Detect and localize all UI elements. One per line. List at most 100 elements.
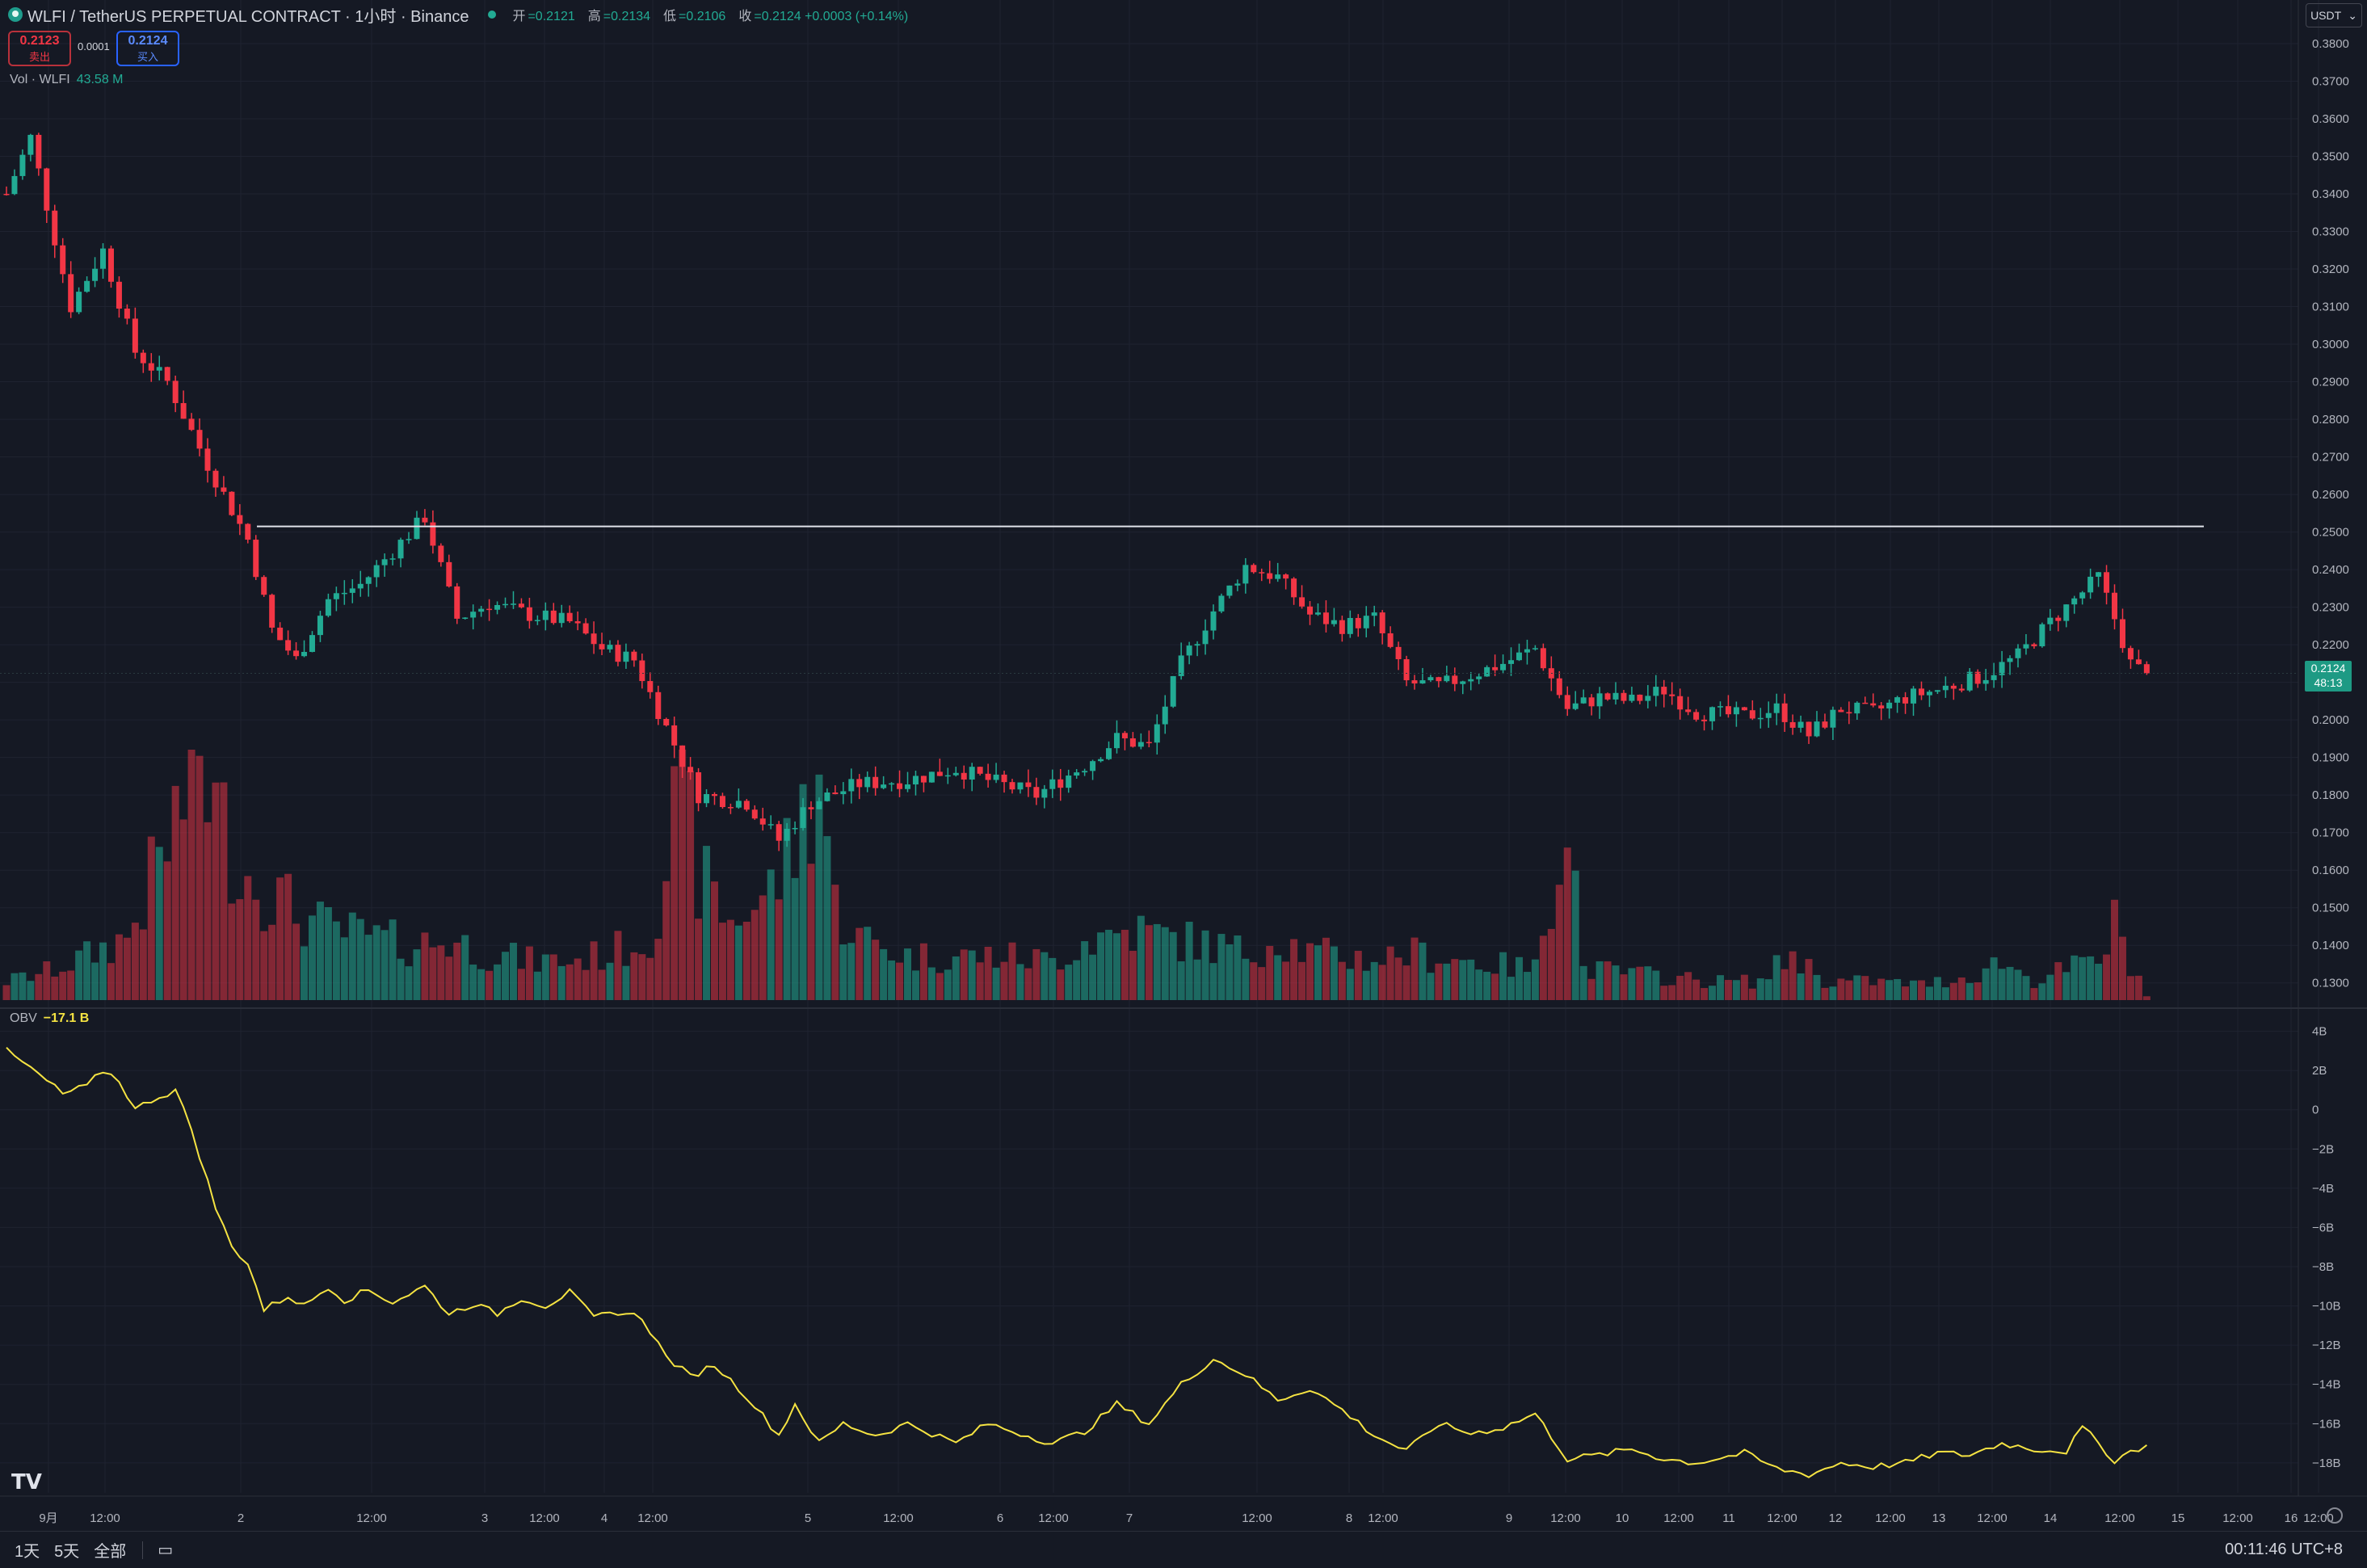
volume-bar bbox=[1684, 972, 1692, 1000]
price-axis[interactable]: 0.3800 0.3700 0.3600 0.3500 0.3400 0.3300 0.32… bbox=[2298, 0, 2349, 1496]
price-tick-label: 0.1500 bbox=[2312, 902, 2349, 915]
candle-body bbox=[985, 773, 991, 780]
candle-body bbox=[1154, 724, 1160, 743]
candle-body bbox=[1653, 687, 1659, 696]
volume-bar bbox=[494, 964, 502, 1000]
candle-body bbox=[1854, 702, 1860, 714]
volume-bar bbox=[2014, 969, 2022, 1000]
candle-body bbox=[566, 612, 573, 622]
volume-bar bbox=[107, 963, 115, 1000]
volume-bar bbox=[1073, 960, 1081, 1000]
candle-body bbox=[792, 827, 798, 830]
volume-bar bbox=[1861, 976, 1869, 1000]
candle-body bbox=[1540, 648, 1546, 669]
volume-bar bbox=[1821, 987, 1829, 1000]
candle-body bbox=[478, 608, 485, 612]
last-price-value: 0.2124 bbox=[2310, 662, 2346, 675]
volume-bar bbox=[622, 965, 630, 1000]
volume-bar bbox=[502, 952, 510, 1000]
volume-bar bbox=[139, 929, 147, 1000]
time-axis[interactable]: 9月 12:00 2 12:00 3 12:00 4 12:00 5 12:00 6 12:00 7 12… bbox=[0, 1495, 2367, 1525]
ohlc-high-value: =0.2134 bbox=[603, 10, 651, 23]
volume-bar bbox=[1354, 950, 1362, 1000]
candle-body bbox=[60, 245, 66, 275]
time-tick-label: 9月 bbox=[39, 1511, 57, 1525]
volume-bar bbox=[99, 942, 107, 1000]
volume-bar bbox=[179, 819, 187, 1000]
candle-body bbox=[172, 380, 179, 403]
volume-bar bbox=[1748, 988, 1756, 1000]
candle-body bbox=[735, 801, 742, 808]
range-1d-button[interactable]: 1天 bbox=[15, 1543, 40, 1561]
currency-select[interactable]: USDT ⌄ bbox=[2306, 3, 2362, 27]
volume-bar bbox=[1274, 955, 1282, 1000]
volume-bar bbox=[1579, 965, 1587, 1000]
candle-body bbox=[615, 645, 621, 662]
volume-bar bbox=[734, 925, 742, 1000]
clock-timezone[interactable]: 00:11:46 UTC+8 bbox=[2225, 1541, 2343, 1558]
range-5d-button[interactable]: 5天 bbox=[54, 1543, 80, 1561]
obv-tick-label: −4B bbox=[2312, 1182, 2334, 1196]
volume-legend[interactable]: Vol · WLFI 43.58 M bbox=[10, 73, 124, 87]
candle-body bbox=[574, 621, 581, 624]
volume-bar bbox=[968, 950, 976, 1000]
volume-bar bbox=[1032, 948, 1041, 1000]
candle-body bbox=[204, 448, 211, 471]
volume-bar bbox=[662, 881, 671, 1000]
range-all-button[interactable]: 全部 bbox=[94, 1543, 127, 1561]
candle-body bbox=[1822, 721, 1828, 728]
obv-axis[interactable]: 4B 2B 0 −2B −4B −6B −8B −10B −12B −14B −16B −18B bbox=[2312, 1025, 2340, 1470]
volume-bar bbox=[1008, 942, 1016, 1000]
candle-body bbox=[977, 767, 983, 774]
toolbar-divider bbox=[142, 1541, 144, 1559]
volume-bar bbox=[1081, 941, 1089, 1000]
candle-body bbox=[44, 168, 50, 211]
candle-body bbox=[1436, 677, 1442, 682]
candle-body bbox=[1741, 707, 1747, 711]
candle-body bbox=[36, 134, 42, 169]
volume-bar bbox=[1250, 962, 1258, 1000]
obv-legend[interactable]: OBV −17.1 B bbox=[10, 1011, 89, 1026]
volume-bar bbox=[1732, 980, 1740, 1000]
obv-tick-label: −10B bbox=[2312, 1300, 2340, 1314]
time-tick-label: 14 bbox=[2044, 1511, 2058, 1525]
time-tick-label: 12:00 bbox=[1875, 1511, 1906, 1525]
obv-tick-label: 0 bbox=[2312, 1103, 2319, 1117]
candle-body bbox=[1886, 702, 1893, 708]
volume-bar bbox=[437, 945, 445, 1000]
volume-bar bbox=[131, 923, 139, 1000]
buy-button[interactable]: 0.2124 买入 bbox=[116, 31, 179, 66]
volume-bar bbox=[1242, 958, 1250, 1000]
volume-bar bbox=[638, 954, 646, 1000]
candle-body bbox=[2055, 617, 2062, 621]
sell-button[interactable]: 0.2123 卖出 bbox=[8, 31, 71, 66]
candle-body bbox=[2071, 598, 2078, 605]
volume-bar bbox=[43, 961, 51, 1000]
price-tick-label: 0.2700 bbox=[2312, 451, 2349, 465]
symbol-title[interactable]: WLFI / TetherUS PERPETUAL CONTRACT · 1小时… bbox=[27, 7, 469, 26]
volume-bar bbox=[541, 954, 549, 1000]
candle-body bbox=[406, 539, 412, 540]
volume-bar bbox=[1555, 885, 1563, 1000]
date-range-icon[interactable]: ▭ bbox=[158, 1541, 174, 1559]
volume-bar bbox=[1507, 977, 1516, 1000]
candle-body bbox=[599, 644, 605, 649]
candle-body bbox=[864, 776, 871, 788]
candle-body bbox=[100, 248, 107, 269]
volume-bar bbox=[1902, 986, 1910, 1000]
candle-body bbox=[1918, 688, 1924, 696]
gear-icon[interactable] bbox=[2327, 1507, 2343, 1524]
volume-bar bbox=[2054, 962, 2062, 1000]
candle-body bbox=[1991, 675, 1997, 680]
currency-label: USDT bbox=[2310, 9, 2342, 22]
candle-body bbox=[1797, 721, 1804, 728]
volume-bar bbox=[2022, 976, 2030, 1000]
candle-body bbox=[293, 650, 300, 657]
candle-body bbox=[2119, 619, 2125, 649]
tradingview-logo-icon[interactable]: TV bbox=[11, 1470, 42, 1494]
candle-body bbox=[1267, 573, 1273, 579]
volume-bar bbox=[405, 966, 413, 1000]
volume-bar bbox=[155, 847, 163, 1000]
candle-body bbox=[1041, 788, 1048, 798]
